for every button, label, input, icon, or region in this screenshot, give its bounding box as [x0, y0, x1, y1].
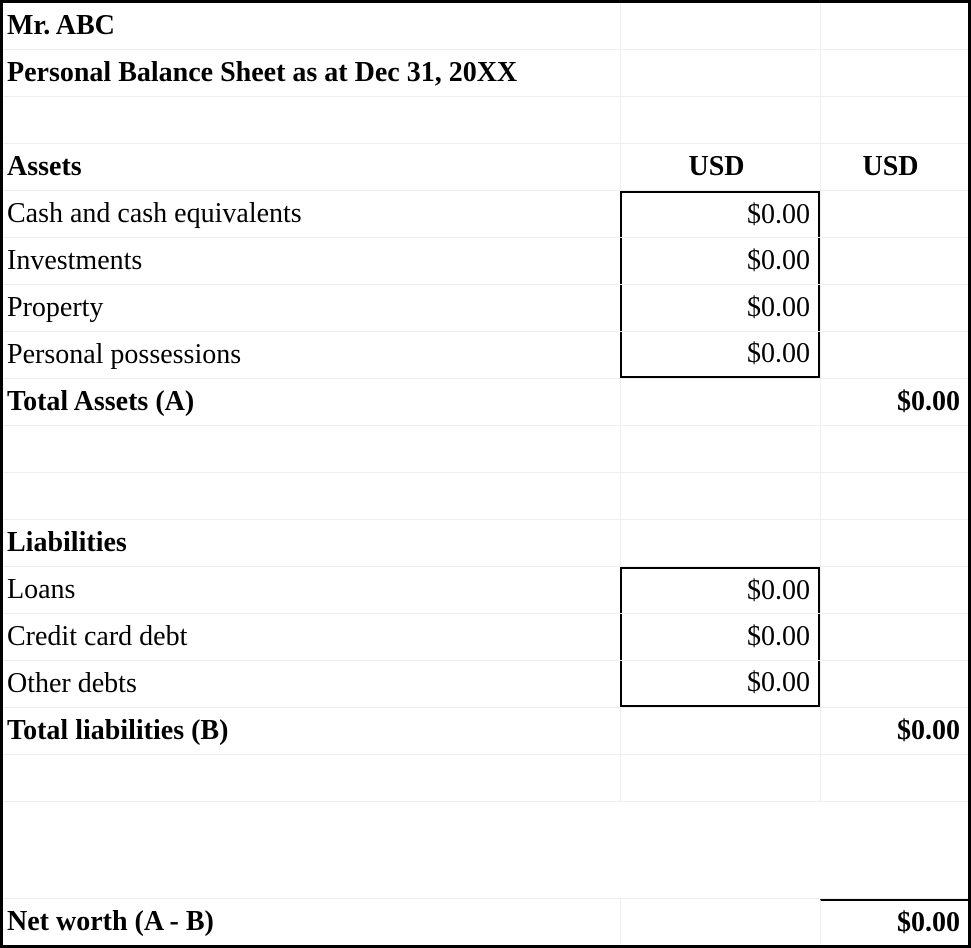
liability-value: $0.00 — [620, 567, 820, 613]
liability-value: $0.00 — [620, 614, 820, 660]
empty-cell — [820, 3, 968, 49]
spacer — [3, 802, 968, 898]
liability-label: Credit card debt — [3, 614, 620, 660]
empty-cell — [620, 3, 820, 49]
empty-cell — [820, 755, 968, 801]
balance-sheet: Mr. ABC Personal Balance Sheet as at Dec… — [0, 0, 971, 948]
empty-cell — [3, 473, 620, 519]
empty-cell — [3, 755, 620, 801]
net-worth-label: Net worth (A - B) — [3, 899, 620, 945]
liability-label: Loans — [3, 567, 620, 613]
usd-column-header-right: USD — [820, 144, 968, 190]
liability-label: Other debts — [3, 661, 620, 707]
liability-value: $0.00 — [620, 661, 820, 707]
header-name-row: Mr. ABC — [3, 3, 968, 50]
empty-cell — [820, 97, 968, 143]
owner-name: Mr. ABC — [3, 3, 620, 49]
asset-label: Personal possessions — [3, 332, 620, 378]
sheet-title: Personal Balance Sheet as at Dec 31, 20X… — [3, 50, 620, 96]
usd-column-header-mid: USD — [620, 144, 820, 190]
liability-row: Loans $0.00 — [3, 567, 968, 614]
empty-cell — [820, 426, 968, 472]
asset-value: $0.00 — [620, 285, 820, 331]
empty-cell — [620, 97, 820, 143]
asset-value: $0.00 — [620, 238, 820, 284]
empty-cell — [3, 426, 620, 472]
empty-cell — [620, 899, 820, 945]
asset-value: $0.00 — [620, 332, 820, 378]
asset-row: Personal possessions $0.00 — [3, 332, 968, 379]
liabilities-section-label: Liabilities — [3, 520, 620, 566]
empty-cell — [820, 50, 968, 96]
asset-label: Property — [3, 285, 620, 331]
total-assets-row: Total Assets (A) $0.00 — [3, 379, 968, 426]
empty-cell — [620, 50, 820, 96]
empty-cell — [820, 238, 968, 284]
empty-cell — [820, 332, 968, 378]
empty-cell — [820, 614, 968, 660]
liability-row: Credit card debt $0.00 — [3, 614, 968, 661]
header-title-row: Personal Balance Sheet as at Dec 31, 20X… — [3, 50, 968, 97]
asset-row: Property $0.00 — [3, 285, 968, 332]
asset-label: Cash and cash equivalents — [3, 191, 620, 237]
empty-cell — [620, 473, 820, 519]
empty-cell — [3, 97, 620, 143]
asset-row: Investments $0.00 — [3, 238, 968, 285]
empty-cell — [820, 661, 968, 707]
total-liabilities-label: Total liabilities (B) — [3, 708, 620, 754]
empty-cell — [820, 191, 968, 237]
asset-label: Investments — [3, 238, 620, 284]
empty-cell — [620, 708, 820, 754]
blank-row — [3, 97, 968, 144]
asset-row: Cash and cash equivalents $0.00 — [3, 191, 968, 238]
liability-row: Other debts $0.00 — [3, 661, 968, 708]
net-worth-row: Net worth (A - B) $0.00 — [3, 898, 968, 945]
assets-header-row: Assets USD USD — [3, 144, 968, 191]
blank-row — [3, 755, 968, 802]
empty-cell — [820, 285, 968, 331]
total-liabilities-row: Total liabilities (B) $0.00 — [3, 708, 968, 755]
total-assets-label: Total Assets (A) — [3, 379, 620, 425]
liabilities-header-row: Liabilities — [3, 520, 968, 567]
assets-section-label: Assets — [3, 144, 620, 190]
empty-cell — [620, 755, 820, 801]
net-worth-value: $0.00 — [820, 899, 968, 945]
empty-cell — [820, 520, 968, 566]
asset-value: $0.00 — [620, 191, 820, 237]
empty-cell — [820, 567, 968, 613]
total-liabilities-value: $0.00 — [820, 708, 968, 754]
empty-cell — [620, 520, 820, 566]
empty-cell — [820, 473, 968, 519]
blank-row — [3, 426, 968, 473]
empty-cell — [620, 379, 820, 425]
total-assets-value: $0.00 — [820, 379, 968, 425]
empty-cell — [620, 426, 820, 472]
blank-row — [3, 473, 968, 520]
